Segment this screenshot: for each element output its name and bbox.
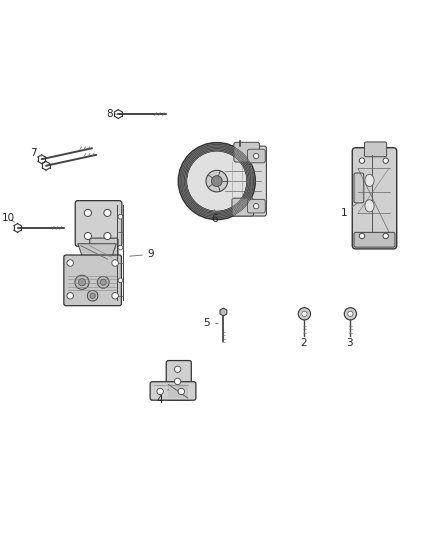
- Circle shape: [118, 278, 123, 282]
- Circle shape: [302, 311, 307, 317]
- Ellipse shape: [365, 200, 374, 212]
- Circle shape: [90, 293, 95, 298]
- Circle shape: [112, 293, 118, 299]
- Circle shape: [178, 142, 255, 220]
- Circle shape: [78, 279, 85, 286]
- Text: 6: 6: [211, 209, 218, 224]
- Circle shape: [97, 276, 109, 288]
- Circle shape: [359, 158, 365, 163]
- FancyBboxPatch shape: [166, 360, 191, 400]
- Circle shape: [298, 308, 311, 320]
- Circle shape: [100, 279, 106, 285]
- Circle shape: [206, 171, 228, 192]
- Text: 5: 5: [203, 318, 218, 328]
- FancyBboxPatch shape: [150, 382, 196, 400]
- Circle shape: [112, 260, 118, 266]
- Circle shape: [157, 388, 163, 394]
- Circle shape: [179, 143, 254, 219]
- Circle shape: [104, 209, 111, 216]
- Circle shape: [254, 154, 259, 159]
- FancyBboxPatch shape: [64, 255, 121, 305]
- Circle shape: [67, 260, 74, 266]
- FancyBboxPatch shape: [364, 142, 387, 157]
- Circle shape: [212, 176, 222, 187]
- Text: 7: 7: [30, 149, 42, 158]
- Circle shape: [87, 290, 98, 301]
- Text: 3: 3: [346, 332, 353, 348]
- Text: 1: 1: [340, 203, 358, 218]
- Text: 2: 2: [300, 332, 307, 348]
- Circle shape: [104, 232, 111, 239]
- Circle shape: [174, 378, 181, 385]
- Polygon shape: [78, 244, 117, 261]
- Circle shape: [75, 275, 89, 289]
- Circle shape: [383, 233, 389, 239]
- Text: 4: 4: [156, 389, 169, 405]
- Circle shape: [254, 204, 259, 209]
- FancyBboxPatch shape: [354, 232, 395, 247]
- Polygon shape: [168, 384, 188, 398]
- Circle shape: [174, 366, 181, 373]
- Circle shape: [344, 308, 357, 320]
- Text: 8: 8: [106, 109, 117, 119]
- FancyBboxPatch shape: [247, 199, 265, 213]
- Circle shape: [359, 233, 365, 239]
- Circle shape: [85, 232, 92, 239]
- Text: 10: 10: [2, 213, 15, 223]
- Circle shape: [383, 158, 389, 163]
- Circle shape: [178, 388, 184, 394]
- FancyBboxPatch shape: [90, 238, 118, 263]
- Circle shape: [118, 245, 123, 250]
- Circle shape: [348, 311, 353, 317]
- Circle shape: [67, 293, 74, 299]
- FancyBboxPatch shape: [75, 200, 122, 246]
- FancyBboxPatch shape: [354, 173, 364, 203]
- FancyBboxPatch shape: [232, 198, 254, 216]
- Circle shape: [118, 214, 123, 219]
- Text: 9: 9: [130, 249, 155, 259]
- FancyBboxPatch shape: [352, 148, 397, 249]
- FancyBboxPatch shape: [247, 149, 265, 163]
- Circle shape: [187, 151, 247, 211]
- FancyBboxPatch shape: [222, 146, 266, 216]
- FancyBboxPatch shape: [234, 142, 259, 162]
- Circle shape: [85, 209, 92, 216]
- Ellipse shape: [365, 174, 374, 187]
